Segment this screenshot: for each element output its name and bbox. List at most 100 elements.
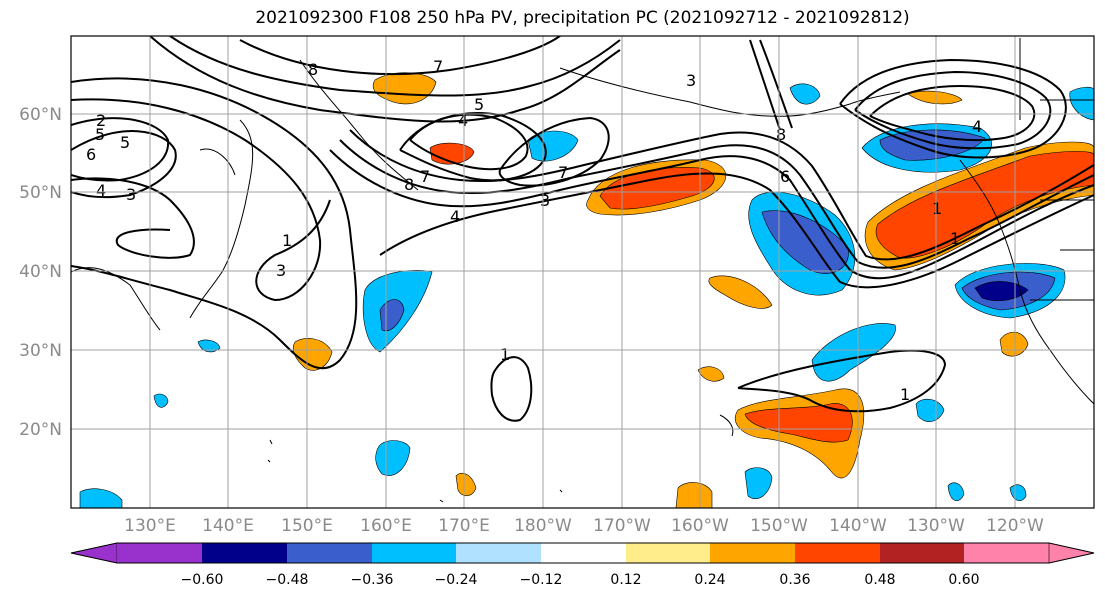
contour-3 [71,177,195,259]
clabel: 5 [474,95,484,114]
contour-1 [71,77,358,370]
shade-neg-small-9 [79,488,123,508]
clabel: 1 [500,345,510,364]
colorbar-swatch [202,543,287,563]
contour-14 [409,113,529,171]
lon-label: 130°E [124,516,176,536]
colorbar-swatch [117,543,202,563]
colorbar-swatch [795,543,880,563]
clabel: 3 [686,71,696,90]
shade-neg-small-2 [375,440,411,476]
shade-neg-small-6 [1069,86,1094,121]
lon-label: 150°W [750,516,808,536]
contour-21 [749,39,793,131]
colorbar-swatch [710,543,795,563]
shade-neg-small-7 [197,339,221,353]
lon-label: 180°W [514,516,572,536]
clabel: 6 [780,167,790,186]
lon-label: 150°E [281,516,333,536]
colorbar-swatch [456,543,541,563]
contour-16 [839,58,1067,159]
lon-label: 140°W [829,516,887,536]
contour-5 [71,117,170,182]
pv-contours [71,36,1094,422]
contour-20 [737,349,947,413]
colorbar-label: 0.24 [694,572,725,588]
lat-label: 60°N [19,105,62,125]
contour-6 [149,36,621,123]
clabel: 7 [420,167,430,186]
clabel: 7 [558,163,568,182]
colorbar-label: 0.48 [864,572,895,588]
lon-label: 140°E [202,516,254,536]
shade-pos-small-5 [675,482,713,508]
colorbar-label: −0.48 [266,572,309,588]
shade-neg-small-10 [947,482,965,501]
lon-label: 130°W [907,516,965,536]
coastlines [71,38,1094,503]
shade-pos-small-7 [697,366,725,382]
colorbar-label: −0.60 [181,572,224,588]
contour-4 [71,130,177,199]
clabel: 5 [120,133,130,152]
shade-pos-small-3 [708,275,773,309]
contour-11 [349,129,1094,261]
clabel: 8 [776,125,786,144]
contour-17 [854,70,1052,150]
colorbar-label: 0.36 [779,572,810,588]
colorbar-swatch [964,543,1049,563]
colorbar-swatch [287,543,372,563]
colorbar: −0.60 −0.48 −0.36 −0.24 −0.12 0.12 0.24 … [70,542,1095,588]
lat-label: 20°N [19,420,62,440]
clabel: 3 [126,185,136,204]
clabel: 2 [96,111,106,130]
contour-8 [239,36,561,76]
colorbar-outline [70,542,1095,564]
lon-label: 120°W [986,516,1044,536]
clabel: 1 [900,385,910,404]
lat-axis-labels: 60°N 50°N 40°N 30°N 20°N [19,105,62,440]
coast-alaska [559,67,901,117]
colorbar-swatch [880,543,964,563]
colorbar-label: 0.60 [948,572,979,588]
map-title: 2021092300 F108 250 hPa PV, precipitatio… [255,8,910,28]
clabel: 1 [282,231,292,250]
contour-2 [71,98,331,302]
contour-10 [339,139,1094,269]
coast-namerica [959,159,1094,405]
clabel: 1 [950,229,960,248]
shade-neg-ak-2 [879,129,986,161]
shade-neg-small-5 [789,83,821,105]
shade-neg-small-4 [915,398,945,422]
clabel: 4 [972,117,982,136]
colorbar-label: −0.12 [520,572,563,588]
coast-islands [267,414,734,503]
colorbar-label: 0.12 [610,572,641,588]
shade-neg-small-3 [744,467,773,500]
clabel: 8 [404,175,414,194]
shade-pos-small-9 [455,473,477,497]
map-frame [70,35,1095,509]
clabel: 7 [433,57,443,76]
lat-label: 40°N [19,262,62,282]
lat-label: 50°N [19,183,62,203]
lon-label: 160°E [360,516,412,536]
contour-19 [490,356,533,422]
map-background [71,36,1094,508]
clabel: 4 [450,207,460,226]
clabel: 5 [95,125,105,144]
clabel: 1 [932,199,942,218]
contour-18 [869,84,1036,142]
colorbar-swatch [541,543,626,563]
contour-7 [169,36,621,97]
colorbar-label: −0.24 [435,572,478,588]
clabel: 4 [458,111,468,130]
shade-pos-sub-2 [744,403,853,443]
lat-label: 30°N [19,341,62,361]
colorbar-swatch [372,543,456,563]
shade-pos-small-8 [907,90,963,105]
coast-asia [71,59,419,331]
coast-canada-borders [1019,38,1094,301]
colorbar-arrow-high [1048,542,1095,564]
